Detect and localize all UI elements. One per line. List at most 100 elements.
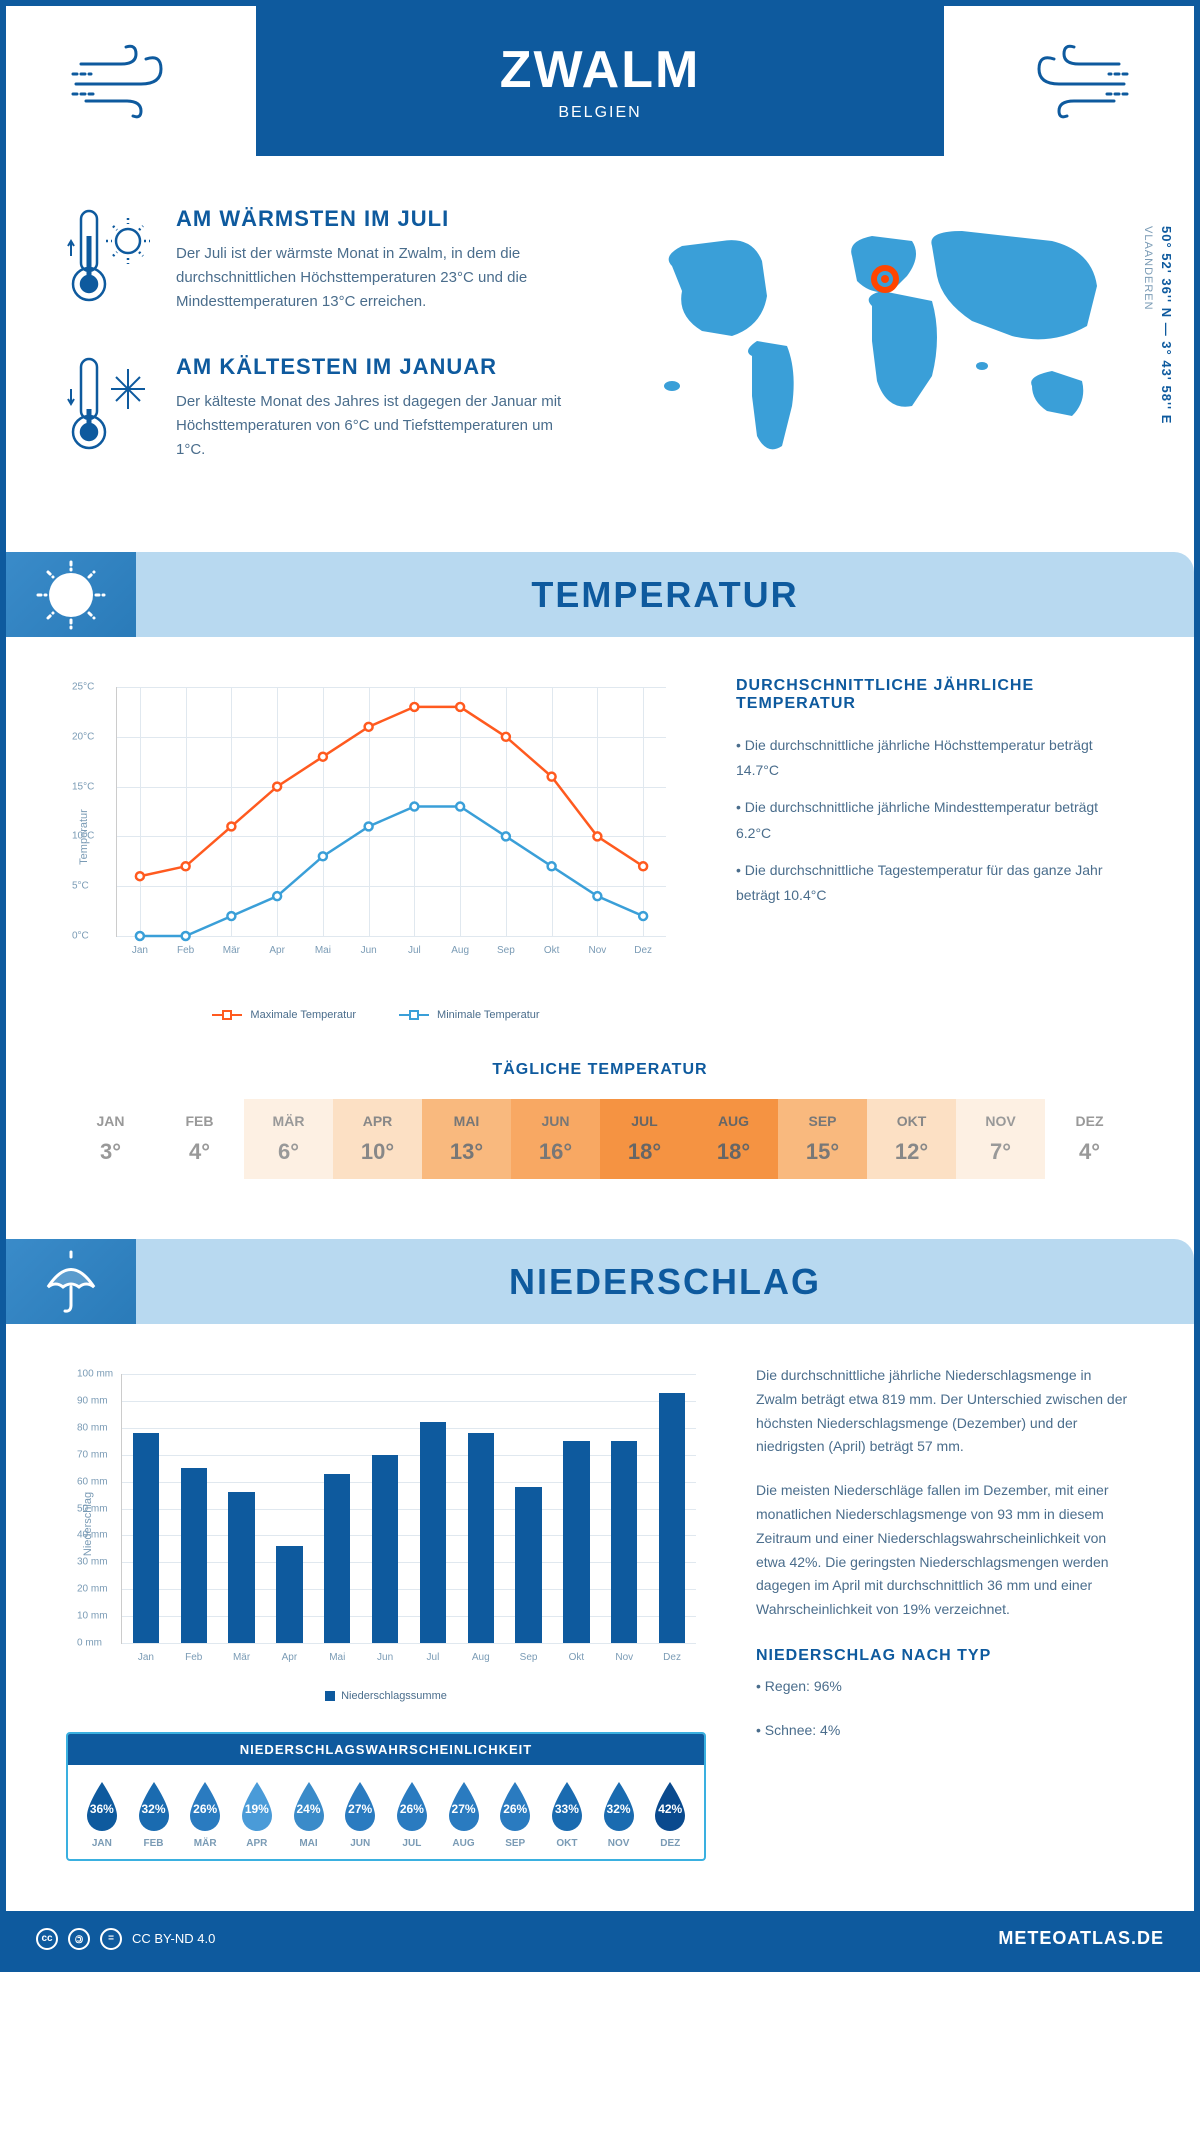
raindrop-icon: 33% <box>546 1780 588 1832</box>
precip-bar-chart: Niederschlag 0 mm10 mm20 mm30 mm40 mm50 … <box>66 1364 706 1684</box>
umbrella-icon <box>6 1239 136 1324</box>
daily-temp-cell: NOV7° <box>956 1099 1045 1179</box>
city-name: ZWALM <box>500 40 701 100</box>
precip-type-rain: • Regen: 96% <box>756 1675 1134 1699</box>
raindrop-icon: 26% <box>184 1780 226 1832</box>
prob-cell: 26%MÄR <box>181 1780 229 1849</box>
temp-info-title: DURCHSCHNITTLICHE JÄHRLICHE TEMPERATUR <box>736 677 1134 713</box>
temp-section: Temperatur 0°C5°C10°C15°C20°C25°CJanFebM… <box>66 677 1134 1021</box>
legend-max-label: Maximale Temperatur <box>250 1009 356 1021</box>
nd-icon: = <box>100 1928 122 1950</box>
raindrop-icon: 32% <box>598 1780 640 1832</box>
prob-cell: 33%OKT <box>543 1780 591 1849</box>
raindrop-icon: 26% <box>494 1780 536 1832</box>
precip-legend: Niederschlagssumme <box>66 1690 706 1702</box>
daily-temp-cell: APR10° <box>333 1099 422 1179</box>
temp-bullet: • Die durchschnittliche Tagestemperatur … <box>736 858 1134 908</box>
intro-right: 50° 52' 36'' N — 3° 43' 58'' E VLAANDERE… <box>630 206 1134 502</box>
intro-left: AM WÄRMSTEN IM JULI Der Juli ist der wär… <box>66 206 570 502</box>
precip-y-axis-label: Niederschlag <box>82 1492 94 1556</box>
daily-temp-cell: AUG18° <box>689 1099 778 1179</box>
prob-cell: 32%NOV <box>595 1780 643 1849</box>
header-title-block: ZWALM BELGIEN <box>500 40 701 122</box>
license-text: CC BY-ND 4.0 <box>132 1931 215 1946</box>
warmest-desc: Der Juli ist der wärmste Monat in Zwalm,… <box>176 242 570 314</box>
prob-cell: 42%DEZ <box>646 1780 694 1849</box>
prob-cell: 26%SEP <box>491 1780 539 1849</box>
thermometer-hot-icon <box>66 206 156 314</box>
temp-legend: Maximale Temperatur Minimale Temperatur <box>66 1007 686 1021</box>
raindrop-icon: 27% <box>443 1780 485 1832</box>
temp-title: TEMPERATUR <box>136 574 1194 616</box>
precip-legend-label: Niederschlagssumme <box>341 1690 447 1702</box>
prob-cell: 27%JUN <box>336 1780 384 1849</box>
raindrop-icon: 32% <box>133 1780 175 1832</box>
temp-section-header: TEMPERATUR <box>6 552 1194 637</box>
precip-section: Niederschlag 0 mm10 mm20 mm30 mm40 mm50 … <box>66 1364 1134 1861</box>
daily-temp-cell: DEZ4° <box>1045 1099 1134 1179</box>
probability-box: NIEDERSCHLAGSWAHRSCHEINLICHKEIT 36%JAN32… <box>66 1732 706 1861</box>
daily-temp-cell: MAI13° <box>422 1099 511 1179</box>
precip-section-header: NIEDERSCHLAG <box>6 1239 1194 1324</box>
sun-icon <box>6 552 136 637</box>
daily-temp-grid: JAN3°FEB4°MÄR6°APR10°MAI13°JUN16°JUL18°A… <box>66 1099 1134 1179</box>
coldest-title: AM KÄLTESTEN IM JANUAR <box>176 354 570 380</box>
raindrop-icon: 42% <box>649 1780 691 1832</box>
header: ZWALM BELGIEN <box>6 6 1194 156</box>
coldest-block: AM KÄLTESTEN IM JANUAR Der kälteste Mona… <box>66 354 570 462</box>
prob-title: NIEDERSCHLAGSWAHRSCHEINLICHKEIT <box>68 1734 704 1765</box>
temp-info: DURCHSCHNITTLICHE JÄHRLICHE TEMPERATUR •… <box>736 677 1134 1021</box>
temp-bullet: • Die durchschnittliche jährliche Höchst… <box>736 733 1134 783</box>
temp-bullet: • Die durchschnittliche jährliche Mindes… <box>736 795 1134 845</box>
daily-temp-cell: SEP15° <box>778 1099 867 1179</box>
prob-cell: 19%APR <box>233 1780 281 1849</box>
world-map-icon <box>630 206 1134 486</box>
warmest-text: AM WÄRMSTEN IM JULI Der Juli ist der wär… <box>176 206 570 314</box>
coldest-desc: Der kälteste Monat des Jahres ist dagege… <box>176 390 570 462</box>
temp-chart: Temperatur 0°C5°C10°C15°C20°C25°CJanFebM… <box>66 677 686 1021</box>
raindrop-icon: 24% <box>288 1780 330 1832</box>
warmest-block: AM WÄRMSTEN IM JULI Der Juli ist der wär… <box>66 206 570 314</box>
daily-temp-cell: FEB4° <box>155 1099 244 1179</box>
daily-temp-cell: JUL18° <box>600 1099 689 1179</box>
raindrop-icon: 19% <box>236 1780 278 1832</box>
daily-temp-cell: MÄR6° <box>244 1099 333 1179</box>
daily-temp-title: TÄGLICHE TEMPERATUR <box>66 1061 1134 1079</box>
prob-cell: 32%FEB <box>130 1780 178 1849</box>
prob-cell: 24%MAI <box>285 1780 333 1849</box>
cc-icon: cc <box>36 1928 58 1950</box>
footer: cc 🄯 = CC BY-ND 4.0 METEOATLAS.DE <box>6 1911 1194 1966</box>
content: AM WÄRMSTEN IM JULI Der Juli ist der wär… <box>6 156 1194 1911</box>
precip-type-title: NIEDERSCHLAG NACH TYP <box>756 1647 1134 1665</box>
footer-site: METEOATLAS.DE <box>998 1928 1164 1949</box>
coordinates: 50° 52' 36'' N — 3° 43' 58'' E <box>1159 226 1174 424</box>
coldest-text: AM KÄLTESTEN IM JANUAR Der kälteste Mona… <box>176 354 570 462</box>
prob-cell: 36%JAN <box>78 1780 126 1849</box>
by-icon: 🄯 <box>68 1928 90 1950</box>
header-decor-right <box>944 6 1194 156</box>
warmest-title: AM WÄRMSTEN IM JULI <box>176 206 570 232</box>
wind-icon <box>71 39 191 124</box>
precip-para: Die durchschnittliche jährliche Niedersc… <box>756 1364 1134 1459</box>
footer-license: cc 🄯 = CC BY-ND 4.0 <box>36 1928 215 1950</box>
daily-temp-cell: JUN16° <box>511 1099 600 1179</box>
thermometer-cold-icon <box>66 354 156 462</box>
daily-temp-cell: OKT12° <box>867 1099 956 1179</box>
wind-icon <box>1009 39 1129 124</box>
raindrop-icon: 26% <box>391 1780 433 1832</box>
precip-title: NIEDERSCHLAG <box>136 1261 1194 1303</box>
daily-temp-cell: JAN3° <box>66 1099 155 1179</box>
precip-para: Die meisten Niederschläge fallen im Deze… <box>756 1479 1134 1622</box>
precip-type-snow: • Schnee: 4% <box>756 1719 1134 1743</box>
prob-cell: 26%JUL <box>388 1780 436 1849</box>
raindrop-icon: 36% <box>81 1780 123 1832</box>
intro-section: AM WÄRMSTEN IM JULI Der Juli ist der wär… <box>66 206 1134 502</box>
raindrop-icon: 27% <box>339 1780 381 1832</box>
prob-cell: 27%AUG <box>440 1780 488 1849</box>
legend-min-label: Minimale Temperatur <box>437 1009 540 1021</box>
region-label: VLAANDEREN <box>1142 226 1154 311</box>
country-name: BELGIEN <box>500 104 701 122</box>
page-root: ZWALM BELGIEN <box>0 0 1200 1972</box>
precip-left: Niederschlag 0 mm10 mm20 mm30 mm40 mm50 … <box>66 1364 706 1861</box>
header-decor-left <box>6 6 256 156</box>
